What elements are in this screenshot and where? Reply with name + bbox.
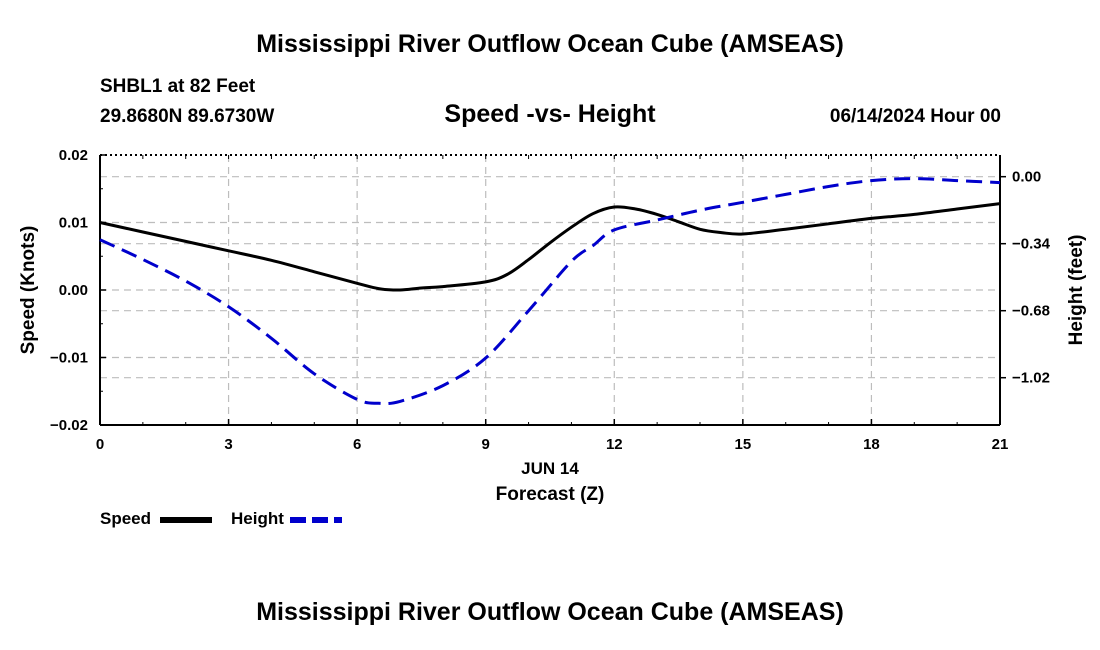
x-tick-label: 15 [735, 436, 752, 453]
station-label: SHBL1 at 82 Feet [100, 76, 256, 97]
y-tick-label: 0.00 [59, 282, 88, 299]
y-axis-title: Speed (Knots) [18, 226, 39, 355]
y2-tick-label: 0.00 [1012, 169, 1041, 186]
footer-title: Mississippi River Outflow Ocean Cube (AM… [256, 598, 844, 626]
y-tick-label: 0.02 [59, 147, 88, 164]
series-line-speed [99, 202, 1001, 292]
x-axis-date-label: JUN 14 [521, 459, 579, 478]
x-tick-label: 6 [353, 436, 361, 453]
y2-tick-label: −1.02 [1012, 370, 1050, 387]
y-tick-label: 0.01 [59, 215, 88, 232]
x-tick-label: 3 [224, 436, 232, 453]
legend-speed-label: Speed [100, 509, 152, 528]
y-tick-label: −0.02 [50, 417, 88, 434]
coordinates-label: 29.8680N 89.6730W [100, 106, 275, 127]
y-tick-label: −0.01 [50, 350, 88, 367]
legend-height-label: Height [231, 509, 284, 528]
x-tick-label: 12 [606, 436, 623, 453]
series-line-height [99, 177, 1001, 406]
chart-subtitle: Speed -vs- Height [444, 100, 656, 128]
x-axis-title: Forecast (Z) [496, 484, 605, 505]
y2-axis-title: Height (feet) [1066, 235, 1087, 346]
y2-tick-label: −0.68 [1012, 303, 1050, 320]
chart-title: Mississippi River Outflow Ocean Cube (AM… [256, 30, 844, 58]
x-tick-label: 18 [863, 436, 880, 453]
x-tick-label: 0 [96, 436, 104, 453]
y2-tick-label: −0.34 [1012, 236, 1051, 253]
x-tick-label: 21 [992, 436, 1009, 453]
forecast-datetime: 06/14/2024 Hour 00 [829, 106, 1001, 127]
x-tick-label: 9 [482, 436, 490, 453]
